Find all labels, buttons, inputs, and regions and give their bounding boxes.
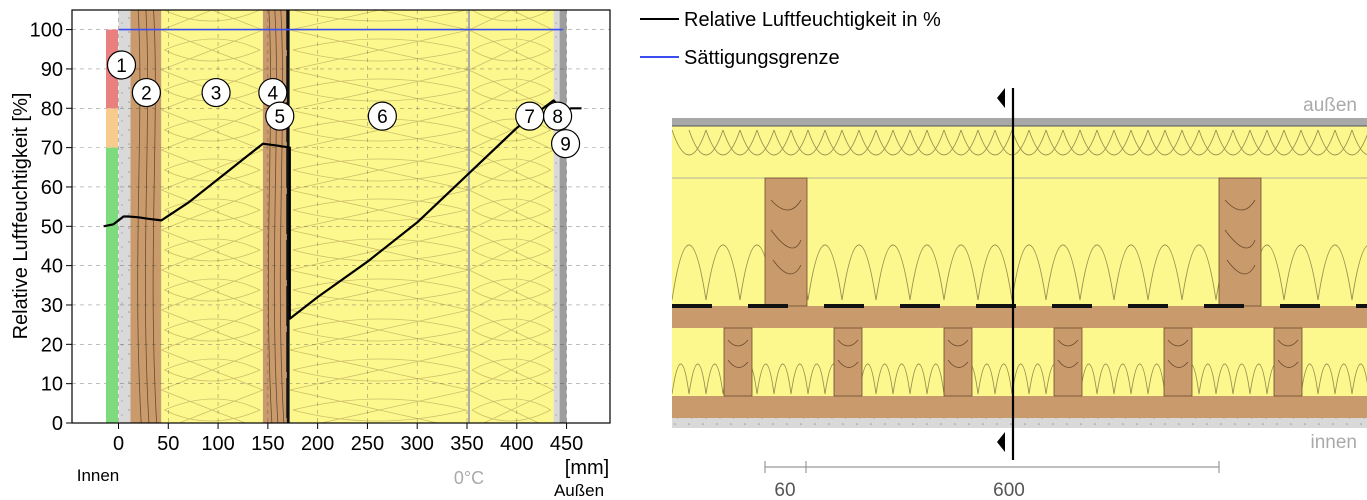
stud-lower (1273, 327, 1303, 397)
layer-3-insulation (161, 10, 263, 423)
outer-cladding (672, 118, 1367, 126)
stud-lower (723, 327, 753, 397)
x-tick-label: 400 (500, 433, 533, 455)
y-tick-label: 0 (52, 413, 63, 435)
cut-arrow-top-icon (997, 88, 1005, 108)
y-tick-label: 20 (41, 334, 63, 356)
layer-8-board (553, 10, 560, 423)
y-tick-label: 90 (41, 59, 63, 81)
layer-marker-3: 3 (201, 77, 231, 108)
layer-marker-label: 1 (116, 56, 127, 77)
x-tick-label: 450 (550, 433, 583, 455)
legend-label-saturation: Sättigungsgrenze (684, 47, 840, 69)
grid (72, 10, 610, 424)
x-tick-label: 50 (157, 433, 179, 455)
layer-marker-label: 5 (275, 107, 286, 128)
y-tick-label: 100 (30, 20, 63, 42)
cut-arrow-bottom-icon (997, 432, 1005, 452)
layer-marker-5: 5 (265, 101, 295, 131)
x-tick-label: 350 (450, 433, 483, 455)
stud-upper-1 (1218, 177, 1262, 307)
y-tick-label: 40 (41, 256, 63, 278)
lower-batten-band (672, 396, 1367, 418)
dimension-600: 600 (993, 480, 1025, 500)
x-tick-label: 250 (351, 433, 384, 455)
insulation-pattern (289, 10, 470, 423)
comfort-band-1 (106, 108, 118, 148)
series-line-0 (103, 99, 582, 320)
dimension-60: 60 (774, 480, 795, 500)
insulation-pattern (161, 10, 264, 423)
layer-marker-label: 2 (141, 84, 152, 105)
section-cut-line (997, 88, 1015, 460)
layer-marker-7: 7 (515, 101, 545, 131)
x-tick-label: 300 (401, 433, 434, 455)
legend-label-humidity: Relative Luftfeuchtigkeit in % (684, 9, 941, 31)
upper-batten-band (672, 306, 1367, 328)
wall-layers-background (118, 10, 567, 423)
layer-marker-label: 3 (211, 84, 222, 105)
stud-lower (1163, 327, 1193, 397)
wood-grain (267, 10, 285, 423)
layer-markers: 12 3 45 6 7 8 9 (106, 50, 581, 159)
dew-point-label: 0°C (454, 468, 484, 488)
y-tick-label: 50 (41, 216, 63, 238)
y-axis-ticks: 0 10 20 30 40 50 60 70 80 90 100 (30, 20, 72, 435)
x-tick-label: 150 (251, 433, 284, 455)
layer-9-cladding (559, 10, 567, 423)
stud-upper-0 (764, 177, 808, 307)
series-lines (103, 10, 582, 423)
section-layers (672, 118, 1367, 428)
comfort-band-0 (106, 147, 118, 423)
layer-7-insulation (468, 10, 554, 423)
inner-board (672, 418, 1367, 428)
wood-grain (137, 10, 157, 423)
y-tick-label: 80 (41, 98, 63, 120)
y-tick-label: 70 (41, 138, 63, 160)
vapour-membrane (672, 304, 1367, 308)
x-side-label-outside: Außen (554, 481, 604, 500)
y-tick-label: 60 (41, 177, 63, 199)
outside-label: außen (1303, 95, 1357, 116)
legend: Relative Luftfeuchtigkeit in % Sättigung… (640, 9, 941, 69)
y-axis-label: Relative Luftfeuchtigkeit [%] (10, 93, 32, 340)
layer-marker-9: 9 (550, 129, 581, 159)
comfort-bands (106, 29, 118, 423)
x-tick-label: 100 (201, 433, 234, 455)
layer-marker-label: 4 (268, 84, 279, 105)
layer-marker-1: 1 (106, 50, 137, 80)
x-side-label-inside: Innen (77, 466, 120, 485)
humidity-chart: 12 3 45 6 7 8 9 0 10 20 30 40 50 60 70 80 90 100 0 50 100 1… (10, 9, 611, 500)
stud-lower (1053, 327, 1083, 397)
layer-marker-label: 7 (524, 107, 535, 128)
inside-label: innen (1311, 432, 1358, 453)
x-axis-unit: [mm] (565, 457, 609, 479)
y-tick-label: 10 (41, 374, 63, 396)
dimension-line: 60 600 (764, 461, 1220, 500)
layer-marker-label: 8 (552, 107, 563, 128)
plot-frame (71, 9, 611, 424)
x-axis-ticks: 0 50 100 150 200 250 300 350 400 450 (113, 423, 583, 455)
layer-marker-label: 9 (560, 135, 571, 156)
layer-marker-label: 6 (377, 107, 388, 128)
layer-6-insulation (289, 10, 469, 423)
layer-marker-8: 8 (543, 101, 573, 131)
layer-marker-6: 6 (367, 101, 397, 131)
insulation-pattern (468, 10, 554, 423)
y-tick-label: 30 (41, 295, 63, 317)
x-tick-label: 0 (113, 433, 124, 455)
stud-lower (833, 327, 863, 397)
x-tick-label: 200 (301, 433, 334, 455)
layer-marker-2: 2 (131, 77, 161, 108)
wall-cross-section: außen innen 60 600 (672, 88, 1367, 500)
stud-lower (943, 327, 973, 397)
